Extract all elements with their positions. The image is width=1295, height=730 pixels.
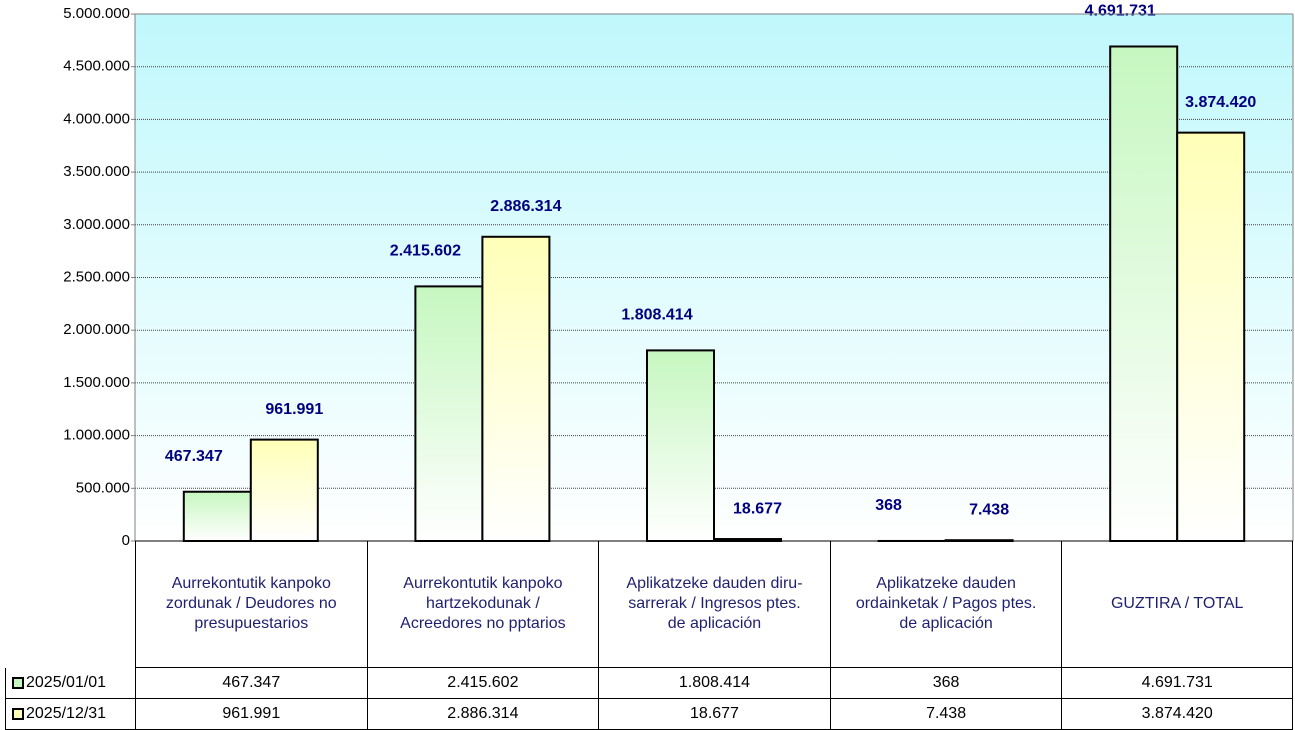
- bar: [414, 285, 484, 542]
- table-value: 4.691.731: [1061, 668, 1293, 699]
- table-value: 961.991: [135, 699, 367, 730]
- category-label: Aplikatzeke dauden diru-sarrerak / Ingre…: [598, 541, 830, 668]
- bar: [1176, 131, 1246, 542]
- table-value: 467.347: [135, 668, 367, 699]
- table-value: 1.808.414: [598, 668, 830, 699]
- y-tick-label: 0: [122, 532, 130, 549]
- y-tick-label: 2.500.000: [63, 268, 130, 285]
- data-label: 3.874.420: [1185, 94, 1256, 111]
- data-label: 18.677: [733, 500, 782, 517]
- table-value: 3.874.420: [1061, 699, 1293, 730]
- legend-entry: 2025/12/31: [5, 699, 135, 730]
- table-value: 368: [829, 668, 1062, 699]
- y-tick-label: 500.000: [76, 479, 130, 496]
- y-tick-label: 4.000.000: [63, 110, 130, 127]
- y-tick-label: 5.000.000: [63, 5, 130, 22]
- data-label: 467.347: [165, 448, 223, 465]
- y-tick-label: 2.000.000: [63, 321, 130, 338]
- data-label: 2.415.602: [390, 243, 461, 260]
- bar: [646, 349, 715, 542]
- y-tick-label: 1.500.000: [63, 374, 130, 391]
- legend-label: 2025/01/01: [26, 674, 107, 691]
- legend-key: [12, 677, 24, 689]
- y-tick-label: 1.000.000: [63, 427, 130, 444]
- y-tick-label: 3.500.000: [63, 163, 130, 180]
- y-tick-label: 4.500.000: [63, 58, 130, 75]
- legend-entry: 2025/01/01: [5, 668, 135, 699]
- data-label: 2.886.314: [490, 198, 561, 215]
- table-value: 2.886.314: [366, 699, 599, 730]
- data-label: 368: [875, 497, 902, 514]
- category-label: Aurrekontutik kanpoko zordunak / Deudore…: [135, 541, 367, 668]
- data-label: 1.808.414: [621, 307, 692, 324]
- table-value: 2.415.602: [366, 668, 599, 699]
- category-label: Aplikatzeke dauden ordainketak / Pagos p…: [829, 541, 1062, 668]
- category-label: GUZTIRA / TOTAL: [1061, 541, 1293, 668]
- table-value: 18.677: [598, 699, 830, 730]
- data-label: 961.991: [265, 401, 323, 418]
- bar: [1109, 45, 1179, 543]
- table-value: 7.438: [829, 699, 1062, 730]
- y-tick-label: 3.000.000: [63, 216, 130, 233]
- bar: [249, 438, 319, 542]
- data-label: 4.691.731: [1085, 3, 1156, 20]
- legend-label: 2025/12/31: [26, 705, 107, 722]
- category-label: Aurrekontutik kanpoko hartzekodunak / Ac…: [366, 541, 599, 668]
- bar: [182, 490, 252, 543]
- data-label: 7.438: [969, 501, 1009, 518]
- legend-key: [12, 708, 24, 720]
- bar: [481, 235, 551, 542]
